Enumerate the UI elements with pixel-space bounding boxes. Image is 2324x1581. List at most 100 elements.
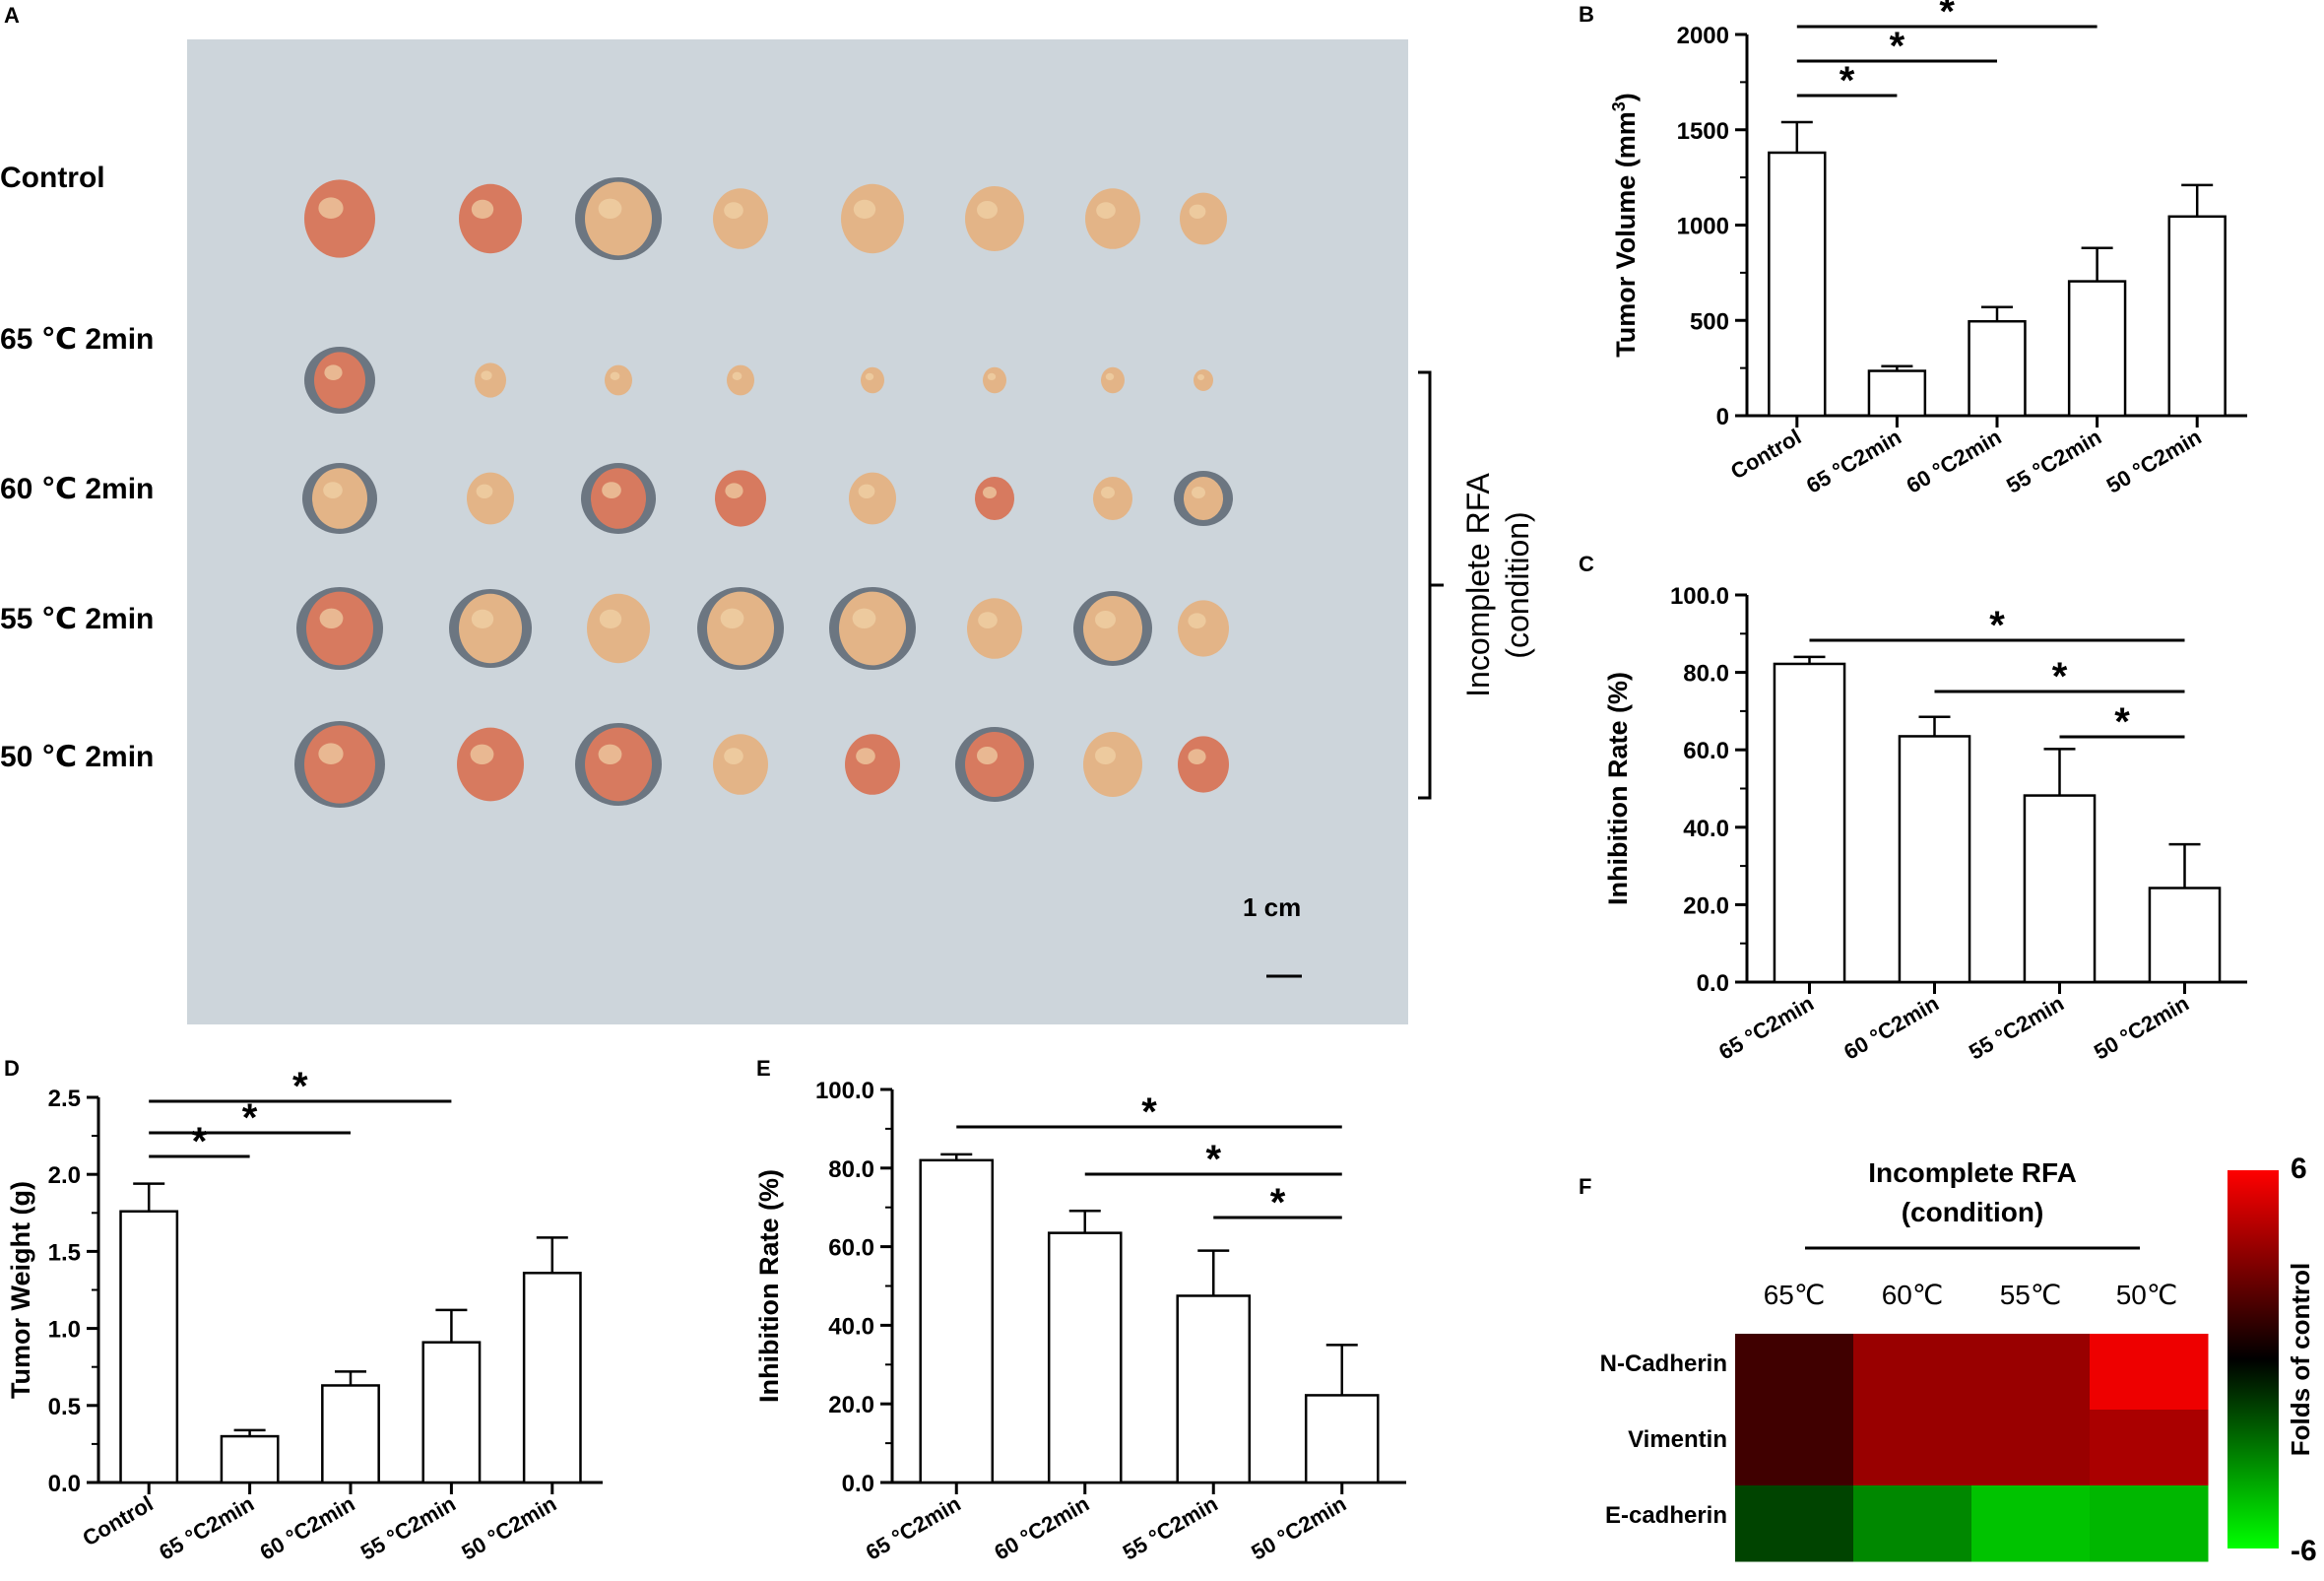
x-tick-label: 55 °C2min: [356, 1491, 460, 1565]
bar: [1047, 1231, 1123, 1484]
bar: [1768, 151, 1827, 418]
y-tick-label: 80.0: [828, 1156, 874, 1183]
condition-bracket: [1418, 370, 1444, 800]
y-tick-label: 60.0: [1683, 738, 1729, 764]
tumor-sample: [967, 598, 1022, 659]
scale-bar-label: 1 cm: [1243, 892, 1301, 922]
panel-d-chart: D 0.0 0.5 1.0 1.5 2.0 2.5 Tumor Weight (g) Contr…: [4, 1056, 603, 1565]
tumor-highlight: [1188, 749, 1206, 764]
heatmap-cell: [2090, 1334, 2209, 1411]
y-axis-label: Inhibition Rate (%): [1603, 672, 1633, 905]
colorbar-max-label: 6: [2291, 1153, 2307, 1185]
tumor-highlight: [852, 608, 876, 628]
tumor-highlight: [1197, 374, 1204, 380]
row-label-60: 60 ℃ 2min: [0, 473, 154, 505]
tumor-highlight: [724, 748, 743, 764]
x-tick-label: 60 °C2min: [1840, 991, 1943, 1065]
panel-letter: B: [1579, 2, 1594, 27]
tumor-highlight: [858, 484, 875, 498]
y-tick-label: 40.0: [1683, 816, 1729, 842]
x-tick-label: 50 °C2min: [2090, 991, 2193, 1065]
tumor-highlight: [856, 748, 875, 764]
tumor-highlight: [599, 609, 622, 629]
tumor-highlight: [987, 372, 997, 380]
bar: [1968, 319, 2027, 418]
tumor-sample: [849, 472, 896, 525]
tumor-highlight: [978, 612, 998, 628]
tumor-highlight: [977, 747, 998, 764]
tumor-highlight: [1188, 613, 1206, 628]
tumor-highlight: [318, 743, 344, 764]
y-tick-label: 20.0: [828, 1392, 874, 1418]
panel-a-letter: A: [4, 3, 20, 28]
tumor-sample: [314, 352, 365, 409]
tumor-highlight: [470, 744, 494, 764]
heatmap-cell: [1971, 1410, 2091, 1486]
tumor-highlight: [598, 744, 622, 764]
heatmap-title-line2: (condition): [1902, 1197, 2044, 1227]
panel-letter: E: [756, 1056, 771, 1081]
tumor-sample: [457, 727, 524, 802]
bar: [1304, 1394, 1380, 1484]
tumor-sample: [707, 591, 774, 666]
y-tick-label: 1.0: [48, 1317, 81, 1344]
tumor-sample: [585, 181, 652, 256]
y-tick-label: 40.0: [828, 1313, 874, 1340]
x-tick-label: 55 °C2min: [2002, 425, 2105, 498]
bar: [1898, 735, 1971, 984]
x-tick-label: 50 °C2min: [2102, 425, 2206, 498]
tumor-highlight: [1105, 372, 1115, 380]
tumor-sample: [459, 593, 522, 664]
y-tick-label: 80.0: [1683, 661, 1729, 688]
x-tick-label: 65 °C2min: [1802, 425, 1905, 498]
y-tick-label: 1500: [1677, 118, 1729, 145]
colorbar-title: Folds of control: [2286, 1263, 2315, 1456]
heatmap-cell: [1853, 1334, 1972, 1411]
tumor-sample: [713, 734, 768, 795]
bar: [1176, 1294, 1252, 1484]
y-tick-label: 500: [1690, 308, 1729, 335]
x-tick-label: 65 °C2min: [155, 1491, 258, 1565]
y-tick-label: 1.5: [48, 1239, 81, 1266]
bar: [119, 1210, 179, 1484]
x-tick-label: 60 °C2min: [990, 1491, 1093, 1565]
tumor-highlight: [865, 372, 874, 380]
photo-background: [187, 39, 1408, 1024]
y-tick-label: 1000: [1677, 214, 1729, 240]
bar: [1867, 369, 1927, 418]
tumor-sample: [1083, 732, 1142, 797]
tumor-sample: [304, 179, 375, 258]
tumor-sample: [605, 364, 632, 396]
tumor-highlight: [977, 201, 998, 219]
tumor-highlight: [1096, 202, 1116, 220]
panel-b-chart: B 0 500 1000 1500 2000 Tumor Volume (mm3) Contr…: [1579, 0, 2247, 498]
tumor-highlight: [720, 608, 744, 628]
tumor-highlight: [725, 483, 743, 499]
tumor-sample: [1101, 366, 1125, 394]
heatmap-col-label-50: 50℃: [2116, 1280, 2178, 1310]
tumor-sample: [841, 183, 904, 254]
bar: [2148, 887, 2222, 984]
y-axis-label: Tumor Volume (mm3): [1609, 93, 1641, 358]
x-tick-label: Control: [1726, 425, 1805, 485]
tumor-sample: [861, 366, 884, 394]
heatmap-row-label-vimentin: Vimentin: [1628, 1426, 1727, 1453]
tumor-highlight: [471, 199, 494, 219]
heatmap-col-label-55: 55℃: [2000, 1280, 2062, 1310]
x-tick-label: 60 °C2min: [256, 1491, 359, 1565]
tumor-highlight: [319, 608, 344, 628]
row-label-65: 65 ℃ 2min: [0, 323, 154, 356]
tumor-highlight: [324, 364, 343, 381]
bar: [220, 1434, 280, 1484]
significance-star: *: [1205, 1138, 1221, 1181]
x-tick-label: 60 °C2min: [1903, 425, 2006, 498]
bar: [2023, 794, 2097, 984]
heatmap-title-line1: Incomplete RFA: [1868, 1157, 2077, 1188]
tumor-highlight: [602, 482, 621, 498]
panel-f-letter: F: [1579, 1174, 1591, 1199]
y-tick-label: 0.0: [842, 1471, 874, 1497]
tumor-highlight: [732, 371, 742, 380]
heatmap-col-label-60: 60℃: [1882, 1280, 1944, 1310]
tumor-highlight: [318, 197, 344, 219]
tumor-sample: [715, 470, 766, 527]
